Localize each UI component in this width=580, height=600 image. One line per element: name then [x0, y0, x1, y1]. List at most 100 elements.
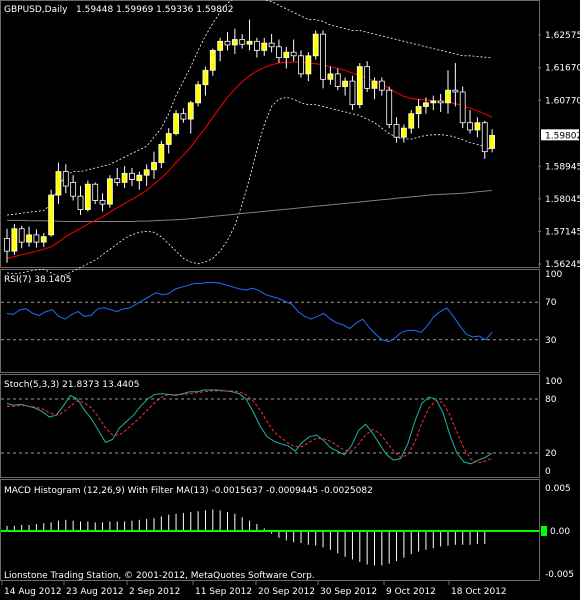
candle-body: [408, 113, 415, 129]
candle: [320, 30, 326, 89]
long-ma-line: [7, 189, 493, 222]
candle: [415, 99, 422, 129]
candle-body: [430, 100, 437, 104]
candle: [48, 189, 54, 237]
candle-body: [371, 80, 378, 89]
candle: [99, 193, 106, 212]
candle-body: [4, 238, 10, 252]
candle-body: [92, 183, 99, 201]
candle-body: [290, 51, 297, 57]
time-tick-label: 2 Sep 2012: [129, 587, 180, 597]
stoch-panel[interactable]: [0, 374, 540, 478]
candle: [195, 81, 202, 107]
candle-body: [356, 66, 363, 106]
candle: [283, 46, 290, 69]
candle-body: [474, 122, 481, 131]
band-upper-line: [6, 0, 493, 216]
price-tick-label: 1.57145: [545, 227, 580, 237]
candle-body: [77, 195, 84, 210]
candle-body: [114, 178, 121, 183]
candle-body: [224, 40, 231, 46]
candle-body: [298, 55, 304, 75]
candle: [386, 86, 393, 129]
candle-body: [11, 228, 18, 252]
rsi-title: RSI(7) 38.1405: [4, 275, 71, 285]
candle-body: [202, 69, 209, 86]
price-tick-label: 1.58945: [545, 162, 580, 172]
candle-body: [459, 91, 466, 124]
candle: [371, 77, 378, 100]
time-tick-label: 9 Oct 2012: [386, 587, 436, 597]
candle: [393, 117, 400, 143]
bollinger-bands: [6, 0, 493, 277]
candle: [18, 225, 25, 249]
macd-histogram: 0.005 0.00 -0.005: [1, 484, 574, 580]
candle-body: [209, 49, 216, 71]
candle: [423, 97, 429, 114]
candle-body: [187, 102, 194, 120]
candle-body: [99, 200, 106, 205]
candle-body: [276, 46, 282, 59]
rsi-panel[interactable]: [0, 269, 540, 373]
candle: [129, 167, 135, 187]
candle: [4, 228, 10, 263]
candle-body: [467, 122, 473, 131]
candle: [26, 226, 32, 247]
price-tick-label: 1.58045: [545, 195, 580, 205]
candle-body: [33, 234, 40, 243]
candle: [349, 75, 356, 111]
candle-body: [173, 113, 179, 134]
time-tick-label: 23 Aug 2012: [66, 587, 124, 597]
copyright-footer: Lionstone Trading Station, © 2001-2012, …: [4, 571, 315, 581]
candle-body: [136, 174, 143, 182]
candle: [165, 128, 172, 154]
candle-body: [423, 102, 429, 107]
time-tick-label: 14 Aug 2012: [4, 587, 62, 597]
candle-body: [231, 39, 238, 46]
candle: [77, 186, 84, 215]
candle-body: [312, 33, 319, 57]
candle: [378, 77, 385, 96]
time-axis: 14 Aug 2012 23 Aug 2012 2 Sep 2012 11 Sep 2…: [1, 581, 507, 597]
candle: [180, 108, 187, 123]
candle: [209, 48, 216, 76]
candle: [452, 63, 459, 107]
candle-body: [320, 33, 326, 80]
candle-body: [195, 84, 202, 104]
symbol-title: GBPUSD,Daily: [4, 5, 68, 15]
candle-body: [129, 172, 135, 180]
candle: [253, 37, 260, 58]
candle: [62, 164, 69, 194]
price-tick-label: 1.61670: [545, 64, 580, 74]
candle-body: [327, 73, 334, 80]
time-tick-label: 20 Sep 2012: [258, 587, 315, 597]
candle-body: [165, 133, 172, 145]
candle-body: [437, 100, 444, 104]
candle: [261, 37, 268, 56]
candle: [342, 77, 349, 96]
candle: [143, 164, 150, 187]
candle: [187, 101, 194, 134]
short-ma-line: [6, 61, 493, 259]
candle: [246, 19, 253, 51]
candle-body: [121, 172, 128, 183]
price-tick-label: 1.56245: [545, 260, 580, 270]
current-price-box: [541, 129, 579, 141]
rsi-tick-label: 100: [545, 270, 562, 280]
candle-body: [481, 122, 488, 153]
candle-body: [180, 113, 187, 120]
candle-body: [378, 80, 385, 91]
candle: [33, 229, 40, 248]
candle-body: [40, 236, 47, 243]
candle-body: [246, 40, 253, 45]
macd-tick-label: -0.005: [545, 570, 574, 580]
macd-zero-marker: [541, 526, 547, 536]
candle: [356, 63, 363, 109]
macd-panel[interactable]: [0, 479, 540, 581]
price-panel[interactable]: [0, 0, 540, 268]
candle: [70, 175, 77, 201]
candle: [364, 61, 371, 92]
candle-body: [84, 183, 91, 210]
candle-body: [268, 42, 275, 48]
